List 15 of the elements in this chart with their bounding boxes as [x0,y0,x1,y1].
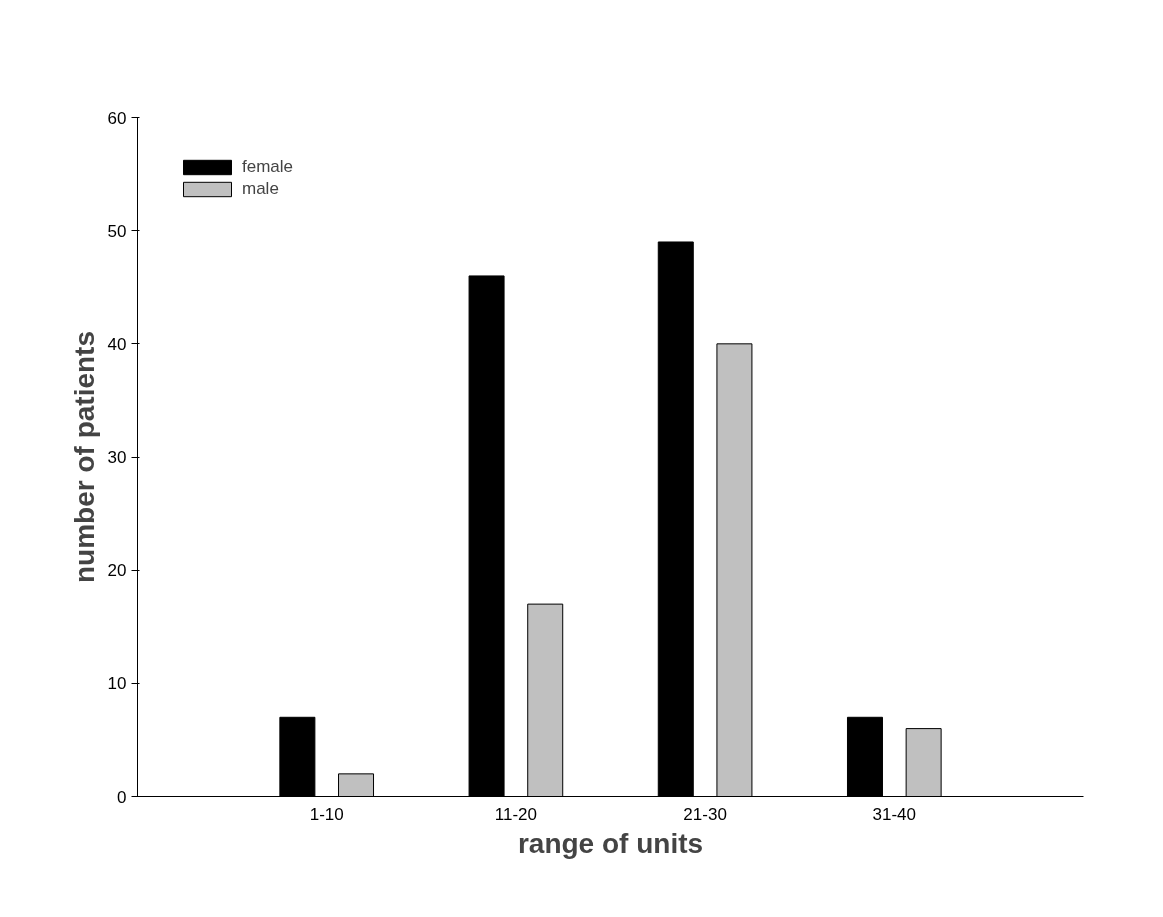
y-tick-label: 30 [107,448,127,467]
y-tick-label: 50 [107,221,127,241]
legend-label: male [242,179,279,199]
y-tick-label: 10 [107,674,127,694]
y-tick-label: 20 [107,561,127,581]
x-tick-label: 31-40 [872,804,917,824]
x-tick-label: 11-20 [494,804,538,824]
x-axis-title: range of units [517,827,704,859]
x-tick-label: 21-30 [683,804,727,824]
legend-label: female [242,157,294,177]
x-tick-label: 1-10 [309,804,344,824]
y-tick-label: 40 [107,334,127,354]
y-tick-label: 60 [107,108,127,128]
y-tick-label: 0 [117,787,127,807]
y-axis-title: number of patients [68,330,100,584]
